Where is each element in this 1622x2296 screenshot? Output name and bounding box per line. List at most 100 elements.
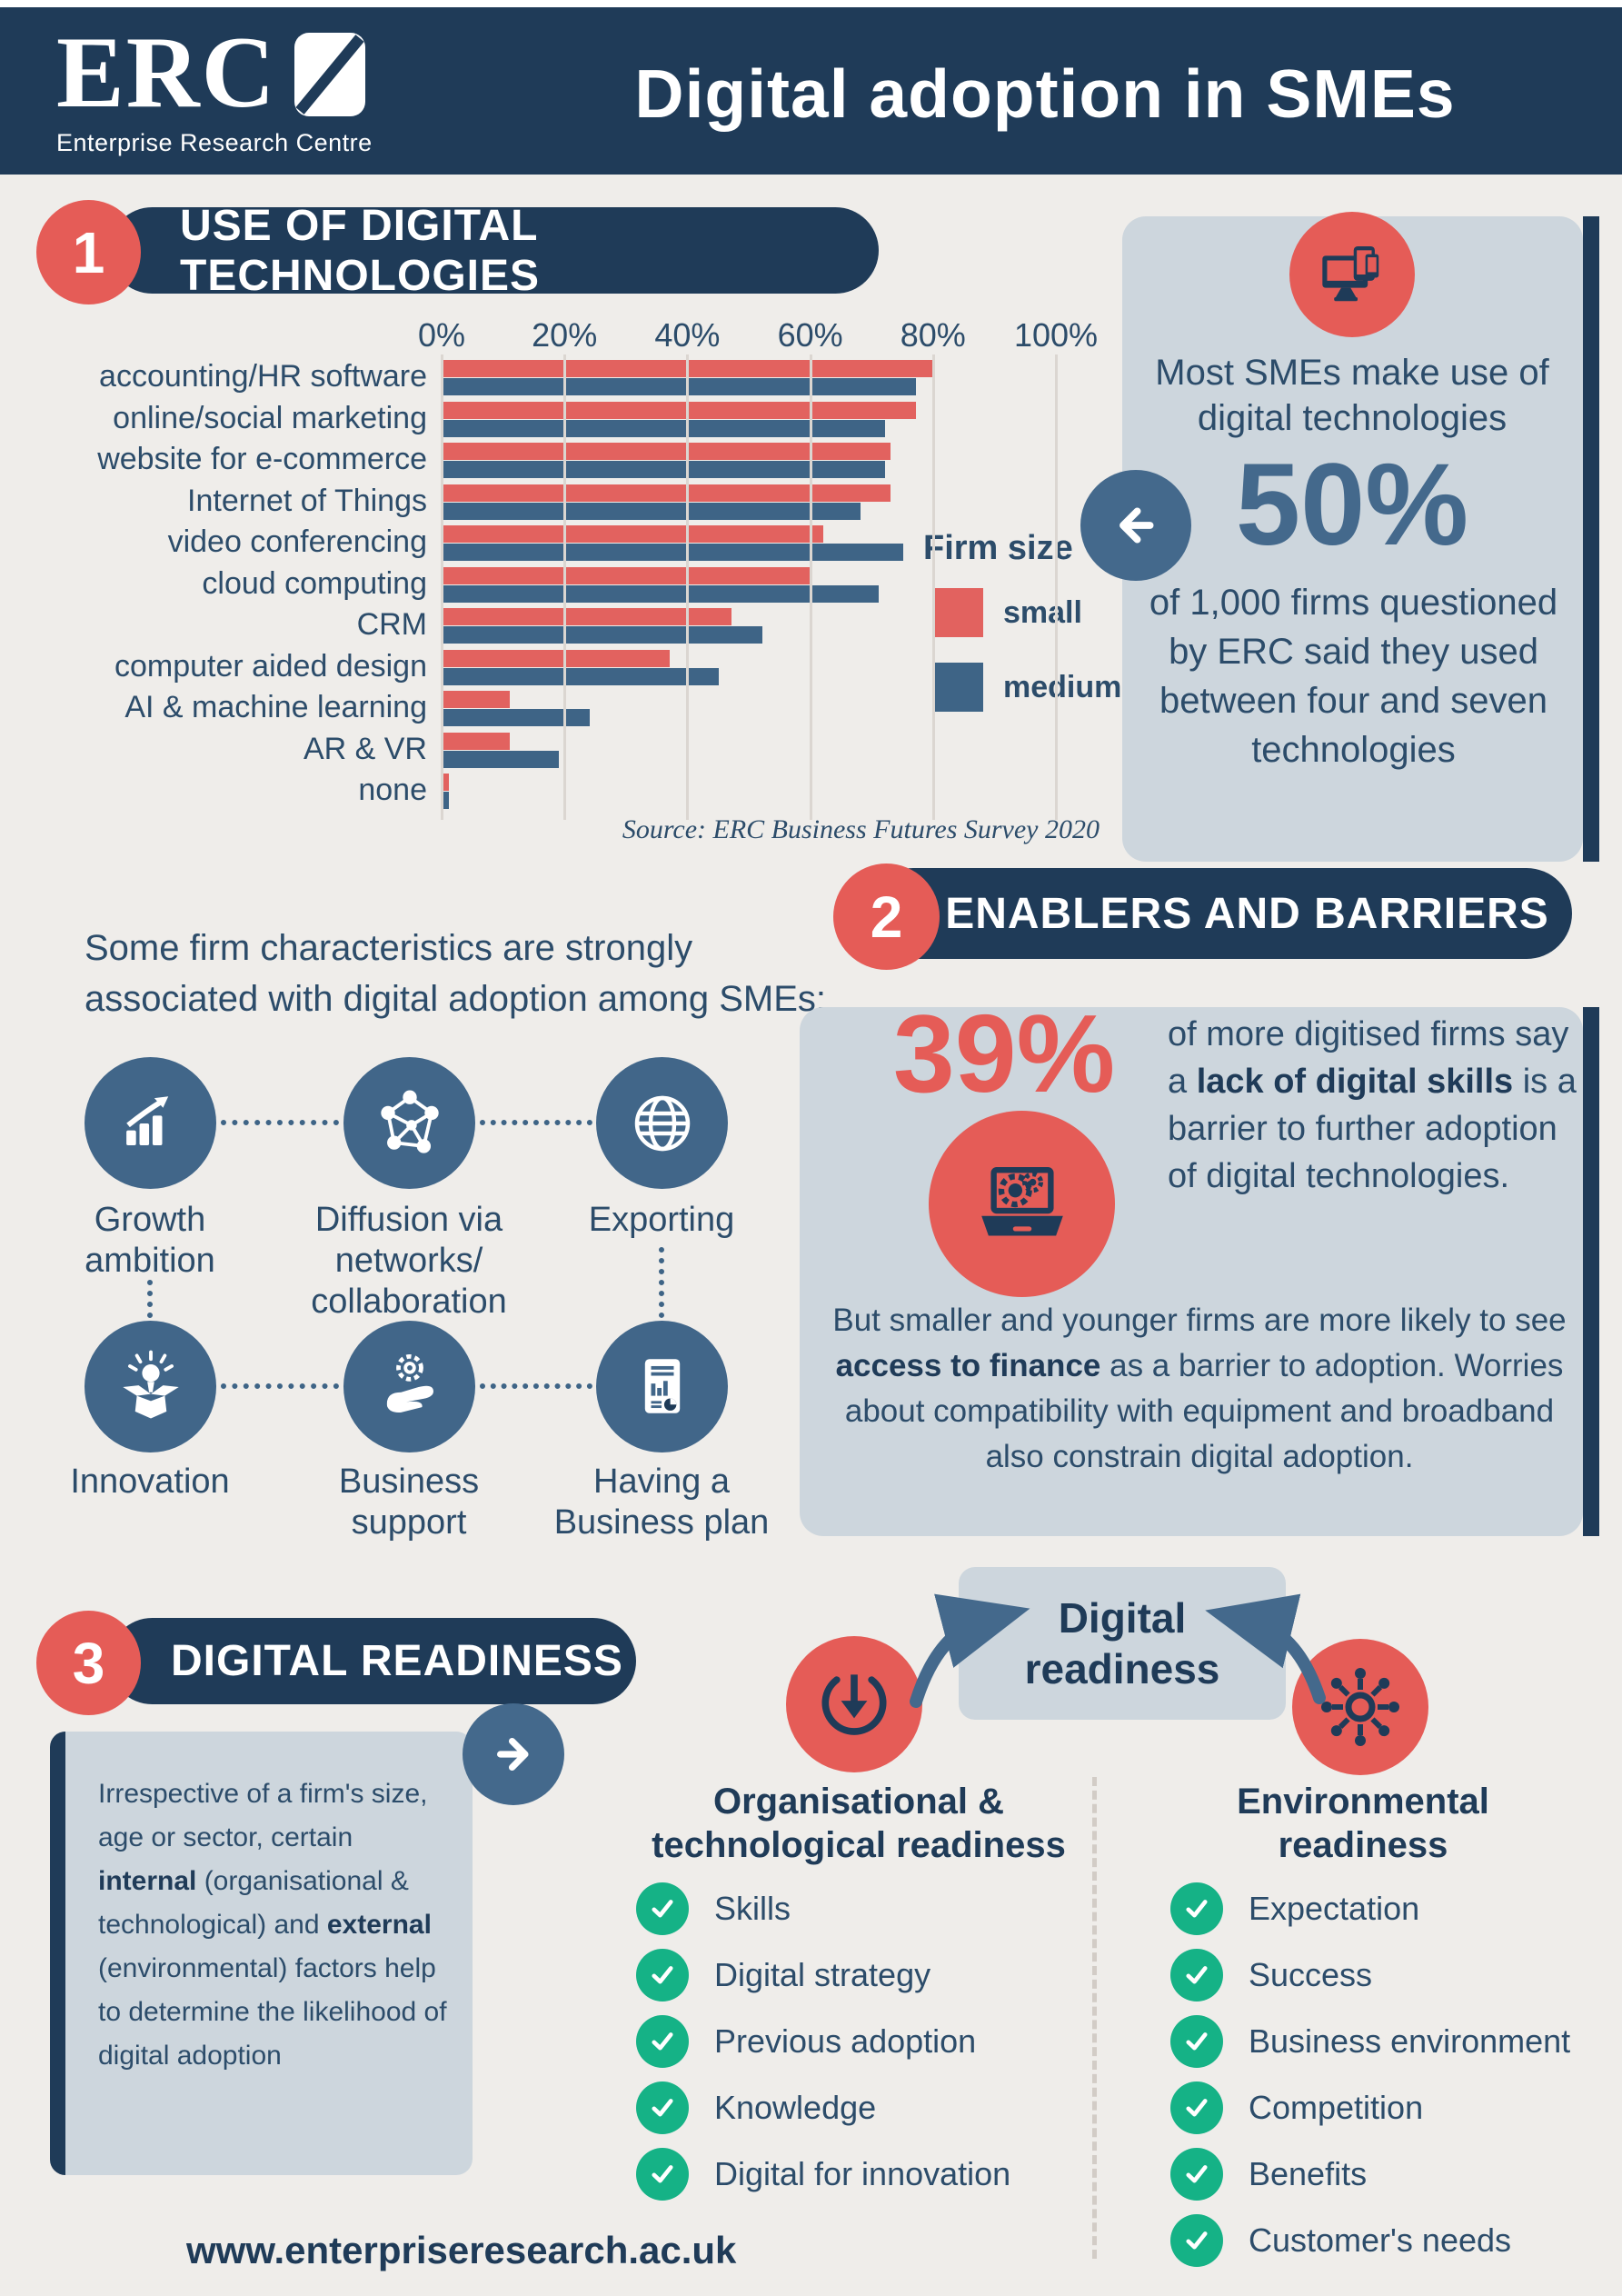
checklist-item: Digital for innovation	[636, 2148, 1010, 2201]
erc-logo-text: ERC	[56, 16, 277, 129]
section3-box-accent-bar	[50, 1732, 65, 2175]
bar-category-label: computer aided design	[114, 648, 427, 684]
section1-stat-50: 50%	[1235, 440, 1469, 570]
checklist-item: Expectation	[1170, 1882, 1419, 1935]
bar-small	[443, 649, 671, 667]
gridline	[931, 354, 935, 820]
bar-small	[443, 774, 449, 791]
support-icon	[343, 1321, 475, 1452]
section2-panel-accent-bar	[1583, 1007, 1599, 1536]
check-icon	[1170, 2081, 1223, 2134]
check-icon	[636, 2081, 689, 2134]
bar-medium	[443, 792, 449, 809]
env-readiness-title: Environmental readiness	[1237, 1782, 1489, 1865]
bar-medium	[443, 667, 720, 685]
checklist-item: Business environment	[1170, 2015, 1570, 2068]
gridline	[809, 354, 812, 820]
dotted-connector	[480, 1120, 592, 1125]
top-margin	[0, 0, 1622, 7]
checklist-item-label: Business environment	[1249, 2022, 1571, 2060]
section2-panel	[800, 1007, 1583, 1536]
bar-category-label: website for e-commerce	[97, 442, 427, 476]
dotted-connector	[147, 1280, 153, 1318]
bar-small	[443, 732, 511, 750]
x-axis-tick-label: 20%	[532, 316, 598, 354]
characteristic-label: Exporting	[588, 1201, 735, 1239]
check-icon	[1170, 1882, 1223, 1935]
arrow-left-icon	[1080, 470, 1191, 581]
legend-item: medium	[934, 662, 1170, 713]
section2-number: 2	[870, 883, 903, 950]
characteristic-label: Growth ambition	[85, 1201, 215, 1280]
checklist-item-label: Knowledge	[714, 2089, 877, 2126]
section2-number-badge: 2	[833, 863, 940, 970]
network-icon	[343, 1057, 475, 1189]
bar-category-label: none	[358, 773, 427, 807]
bar-category-label: online/social marketing	[113, 400, 427, 435]
x-axis-tick-label: 40%	[654, 316, 721, 354]
bar-medium	[443, 461, 885, 478]
bar-small	[443, 525, 824, 543]
innovation-icon	[85, 1321, 216, 1452]
checklist-item-label: Benefits	[1249, 2155, 1368, 2192]
check-icon	[636, 2015, 689, 2068]
bar-medium	[443, 584, 879, 603]
bar-small	[443, 691, 511, 708]
curved-arrow-right	[1205, 1593, 1326, 1704]
check-icon	[1170, 1949, 1223, 2002]
characteristic-label: Innovation	[70, 1462, 230, 1501]
bar-small	[443, 484, 891, 502]
section2-stat-39: 39%	[892, 992, 1116, 1115]
checklist-item-label: Digital for innovation	[714, 2155, 1011, 2192]
dotted-connector	[659, 1247, 664, 1318]
bar-medium	[443, 419, 885, 437]
plan-icon	[596, 1321, 728, 1452]
characteristic-label: Business support	[338, 1462, 480, 1542]
erc-logo: ERC Enterprise Research Centre	[56, 16, 383, 173]
checklist-item-label: Skills	[714, 1890, 791, 1927]
check-icon	[636, 1949, 689, 2002]
check-icon	[1170, 2214, 1223, 2267]
erc-logo-subtitle: Enterprise Research Centre	[56, 129, 373, 156]
bar-small	[443, 566, 811, 584]
characteristic-label: Having a Business plan	[553, 1462, 770, 1542]
checklist-item-label: Expectation	[1249, 1890, 1420, 1927]
section3-heading: DIGITAL READINESS	[109, 1618, 636, 1704]
section1-heading: USE OF DIGITAL TECHNOLOGIES	[109, 202, 879, 300]
dotted-connector	[480, 1383, 592, 1389]
checklist-item-label: Digital strategy	[714, 1956, 931, 1993]
checklist-item: Benefits	[1170, 2148, 1367, 2201]
erc-logo-slash-icon	[293, 31, 367, 118]
digital-readiness-label: Digital readiness	[1024, 1594, 1220, 1692]
checklist-item: Success	[1170, 1949, 1372, 2002]
gridline	[563, 354, 567, 820]
devices-icon	[1289, 212, 1415, 337]
checklist-item: Knowledge	[636, 2081, 876, 2134]
section1-number: 1	[72, 219, 105, 285]
bar-small	[443, 608, 731, 625]
hub-icon	[1292, 1639, 1428, 1775]
arrow-right-icon	[463, 1703, 564, 1805]
checklist-item: Competition	[1170, 2081, 1423, 2134]
checklist-item: Digital strategy	[636, 1949, 930, 2002]
checklist-item-label: Competition	[1249, 2089, 1424, 2126]
chart-source: Source: ERC Business Futures Survey 2020	[622, 814, 1100, 844]
legend-item: small	[934, 587, 1170, 638]
gridline	[441, 354, 443, 820]
bar-category-label: cloud computing	[202, 565, 427, 601]
website-link[interactable]: www.enterpriseresearch.ac.uk	[186, 2229, 737, 2271]
checklist-item: Customer's needs	[1170, 2214, 1511, 2267]
check-icon	[1170, 2148, 1223, 2201]
section2-body: But smaller and younger firms are more l…	[832, 1303, 1567, 1474]
x-axis-tick-label: 100%	[1013, 316, 1099, 354]
checklist-item-label: Customer's needs	[1249, 2221, 1512, 2259]
check-icon	[636, 1882, 689, 1935]
checklist-item: Previous adoption	[636, 2015, 976, 2068]
org-readiness-title: Organisational & technological readiness	[652, 1782, 1066, 1865]
section2-heading: ENABLERS AND BARRIERS	[868, 868, 1572, 959]
page-title: Digital adoption in SMEs	[634, 55, 1456, 132]
readiness-down-icon	[786, 1636, 922, 1772]
legend-swatch-small	[934, 588, 983, 637]
section1-heading-label: USE OF DIGITAL TECHNOLOGIES	[180, 201, 541, 300]
check-icon	[636, 2148, 689, 2201]
